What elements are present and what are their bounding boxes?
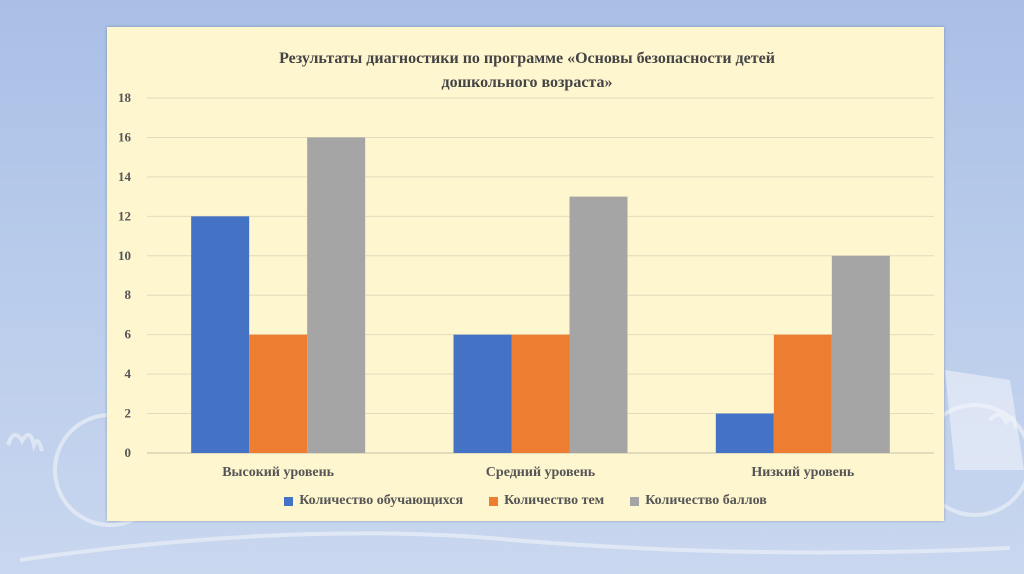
bar-3-series-3	[831, 255, 890, 453]
legend-swatch-students	[284, 496, 294, 506]
bar-2-series-2	[511, 334, 570, 453]
chart-panel: 0 2 4 6 8 10 12 14 16 18 Высокий уровень Средний ур…	[107, 27, 944, 521]
bar-2-series-1	[453, 334, 512, 453]
bar-2-series-3	[569, 196, 628, 453]
bar-chart: 0 2 4 6 8 10 12 14 16 18 Высокий уровень Средний ур…	[118, 90, 934, 480]
legend-item-students: Количество обучающихся	[284, 493, 463, 509]
legend-label-topics: Количество тем	[504, 493, 605, 508]
y-tick-label-16: 16	[118, 129, 132, 144]
y-tick-label-12: 12	[118, 208, 131, 223]
cartoon-arm-bottom	[19, 531, 1011, 562]
y-tick-label-18: 18	[118, 90, 132, 105]
legend-swatch-topics	[489, 496, 499, 506]
x-category-label-1: Высокий уровень	[222, 465, 334, 480]
y-tick-label-10: 10	[118, 248, 131, 263]
bar-1-series-3	[307, 137, 366, 453]
y-tick-label-6: 6	[125, 327, 132, 342]
legend-label-students: Количество обучающихся	[299, 493, 464, 508]
y-tick-label-8: 8	[125, 287, 132, 302]
y-tick-label-14: 14	[118, 169, 132, 184]
x-category-label-2: Средний уровень	[486, 465, 596, 480]
y-tick-label-4: 4	[125, 366, 132, 381]
chart-title-line-2: дошкольного возраста»	[441, 74, 613, 91]
cartoon-hand-left	[6, 433, 44, 452]
bar-3-series-1	[715, 413, 774, 453]
chart-title-line-1: Результаты диагностики по программе «Осн…	[279, 50, 775, 67]
bar-3-series-2	[773, 334, 832, 453]
chart-legend: Количество обучающихся Количество тем Ко…	[107, 493, 944, 509]
paper-sheet-right	[945, 370, 1024, 470]
legend-label-points: Количество баллов	[645, 493, 767, 508]
bar-1-series-1	[191, 216, 250, 453]
y-tick-label-0: 0	[125, 445, 132, 460]
legend-item-points: Количество баллов	[630, 493, 767, 509]
legend-swatch-points	[630, 496, 640, 506]
legend-item-topics: Количество тем	[489, 493, 604, 509]
x-category-label-3: Низкий уровень	[751, 465, 855, 480]
chart-title: Результаты диагностики по программе «Осн…	[217, 47, 837, 95]
y-tick-label-2: 2	[125, 406, 132, 421]
bar-1-series-2	[249, 334, 308, 453]
